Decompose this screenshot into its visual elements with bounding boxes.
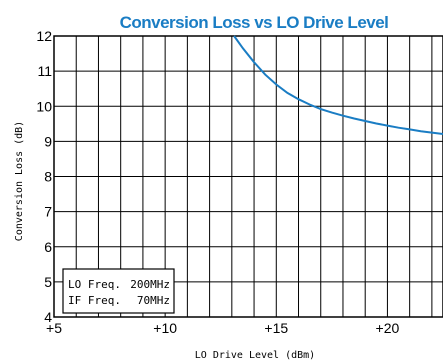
x-tick-label: +15 (264, 320, 288, 336)
y-tick-label: 7 (44, 204, 52, 220)
y-tick-label: 12 (36, 28, 52, 44)
chart-title: Conversion Loss vs LO Drive Level (120, 13, 389, 32)
series-group (233, 35, 443, 135)
y-tick-label: 10 (36, 98, 52, 114)
grid (53, 35, 443, 318)
y-tick-label: 8 (44, 169, 52, 185)
y-tick-label: 5 (44, 274, 52, 290)
y-tick-label: 9 (44, 133, 52, 149)
y-axis-title: Conversion Loss (dB) (14, 121, 25, 241)
x-tick-label: +10 (153, 320, 177, 336)
y-tick-label: 6 (44, 239, 52, 255)
legend-box (62, 268, 175, 314)
x-tick-label: +20 (376, 320, 400, 336)
y-tick-label: 4 (44, 309, 52, 325)
legend-if-label: IF Freq. (68, 294, 121, 307)
y-tick-labels: 4 5 6 7 8 9 10 11 12 (36, 28, 52, 325)
plot-frame (53, 35, 443, 318)
y-tick-label: 11 (37, 63, 52, 79)
x-tick-labels: +5 +10 +15 +20 (46, 320, 399, 336)
series-line (233, 35, 443, 135)
x-axis-title: LO Drive Level (dBm) (195, 350, 315, 361)
legend-lo-label: LO Freq. (68, 278, 121, 291)
legend-if-value: 70MHz (137, 294, 170, 307)
legend-lo-value: 200MHz (130, 278, 170, 291)
x-tick-label: +5 (46, 320, 62, 336)
legend: LO Freq. 200MHz IF Freq. 70MHz (62, 268, 175, 314)
